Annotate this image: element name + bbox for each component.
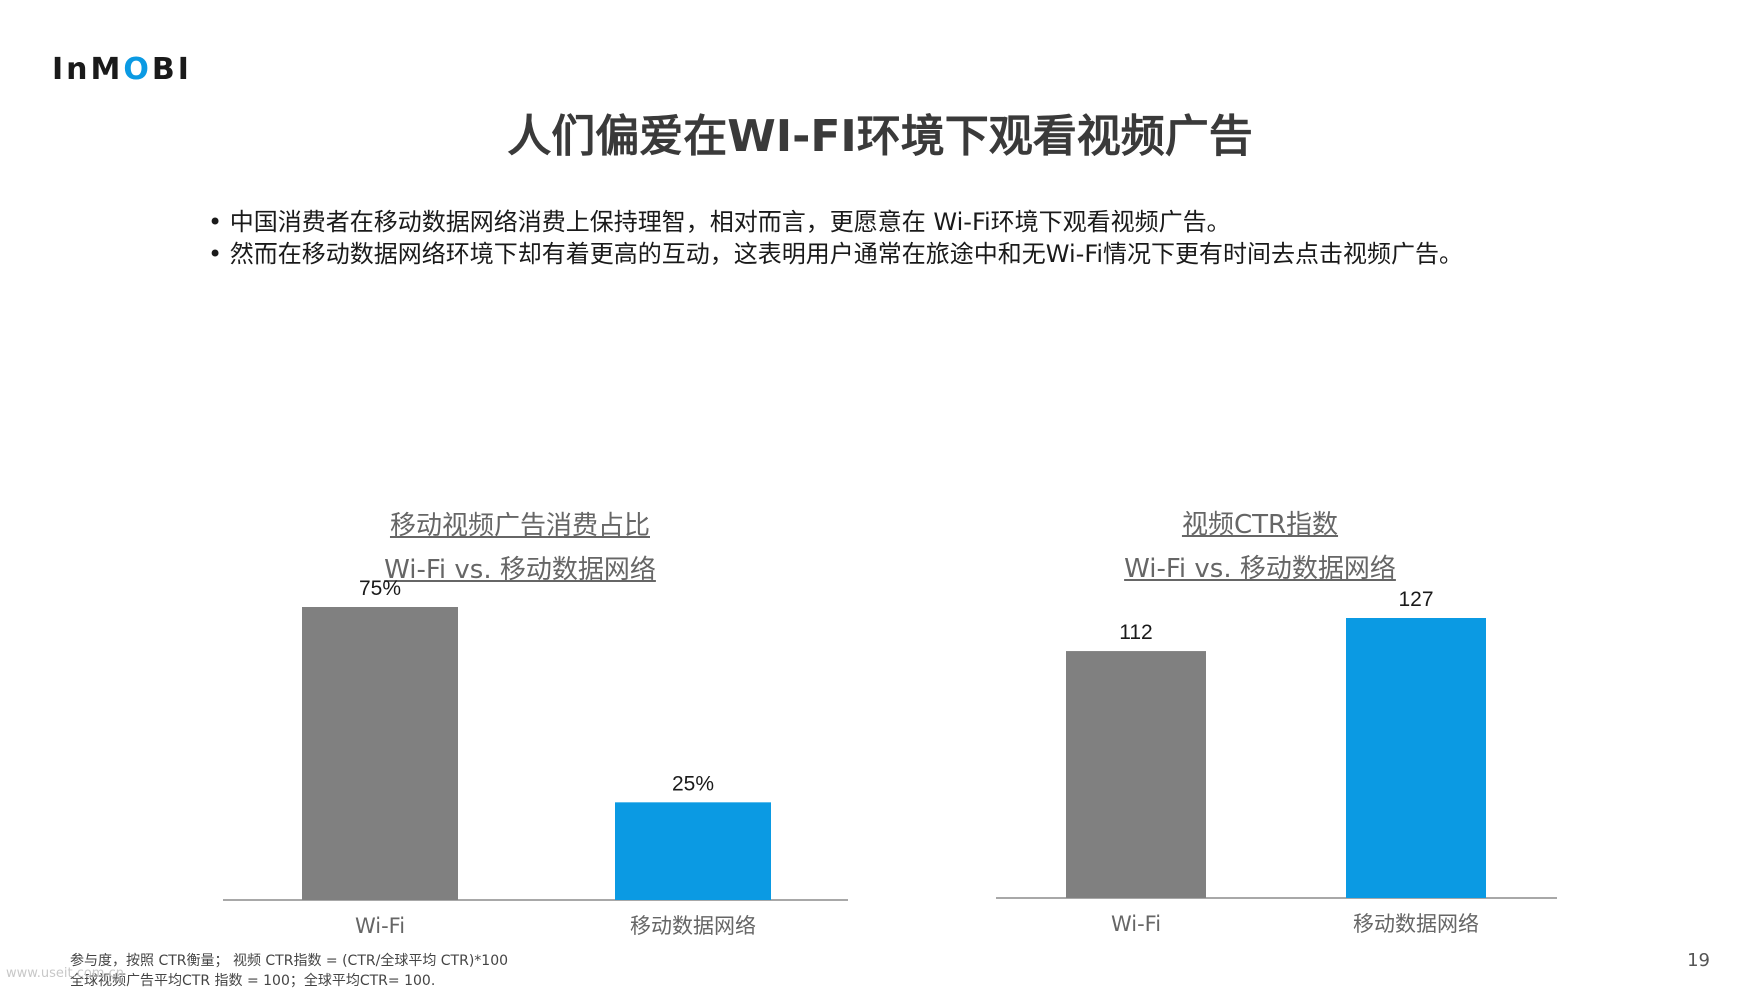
chart1-data-label: 25% — [672, 772, 714, 795]
footnote-line1: 参与度，按照 CTR衡量； 视频 CTR指数 = (CTR/全球平均 CTR)*… — [70, 953, 509, 969]
chart2-title-line1: 视频CTR指数 — [1181, 510, 1339, 540]
inmobi-logo: InMOBI — [52, 52, 192, 87]
chart1-category-label: Wi-Fi — [355, 914, 405, 938]
chart2-title: 视频CTR指数 Wi-Fi vs. 移动数据网络 — [1080, 503, 1440, 591]
chart1-title: 移动视频广告消费占比 Wi-Fi vs. 移动数据网络 — [330, 504, 710, 592]
chart2-category-label: 移动数据网络 — [1353, 912, 1479, 936]
chart2-data-label: 112 — [1119, 621, 1152, 644]
chart2-category-label: Wi-Fi — [1111, 912, 1161, 936]
page-number: 19 — [1687, 950, 1710, 971]
bullet-item: 然而在移动数据网络环境下却有着更高的互动，这表明用户通常在旅途中和无Wi-Fi情… — [230, 238, 1463, 270]
chart1-bar — [615, 802, 771, 900]
footnote-line2: 全球视频广告平均CTR 指数 = 100；全球平均CTR= 100. — [70, 973, 436, 989]
bullet-list: 中国消费者在移动数据网络消费上保持理智，相对而言，更愿意在 Wi-Fi环境下观看… — [230, 206, 1463, 270]
bullet-item: 中国消费者在移动数据网络消费上保持理智，相对而言，更愿意在 Wi-Fi环境下观看… — [230, 206, 1463, 238]
chart1-category-label: 移动数据网络 — [630, 914, 756, 938]
chart2-bar — [1066, 651, 1206, 898]
chart1-title-line1: 移动视频广告消费占比 — [389, 511, 650, 541]
chart1-data-label: 75% — [359, 577, 401, 600]
chart2-title-line2: Wi-Fi vs. 移动数据网络 — [1124, 554, 1396, 584]
page-title: 人们偏爱在WI-FI环境下观看视频广告 — [507, 111, 1253, 162]
footnote: 参与度，按照 CTR衡量； 视频 CTR指数 = (CTR/全球平均 CTR)*… — [70, 951, 508, 991]
chart2-data-label: 127 — [1398, 588, 1433, 611]
chart2-bar — [1346, 618, 1486, 898]
chart1-bar — [302, 607, 458, 900]
watermark: www.useit.com.cn — [6, 966, 124, 981]
chart1-title-line2: Wi-Fi vs. 移动数据网络 — [384, 555, 656, 585]
